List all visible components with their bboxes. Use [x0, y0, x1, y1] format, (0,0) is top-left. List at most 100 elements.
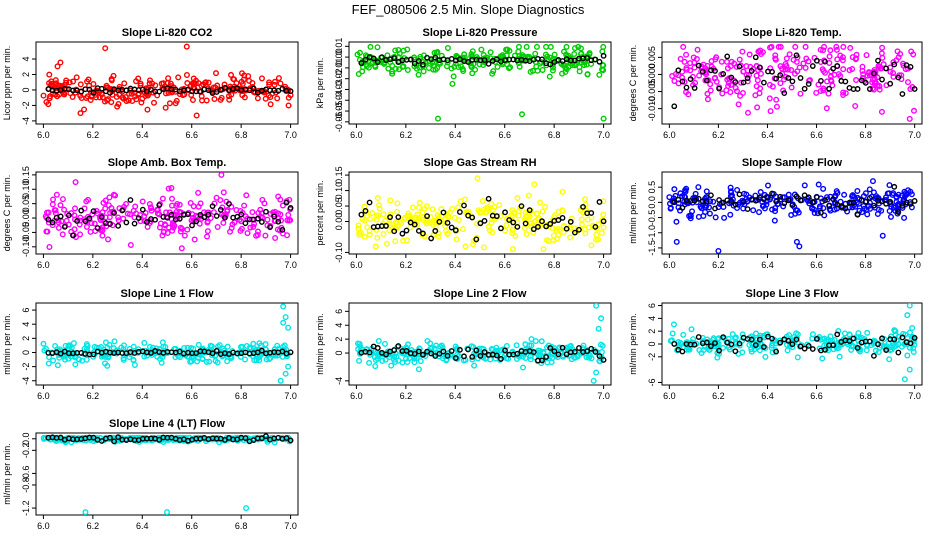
plot-frame [35, 41, 299, 125]
data-point [167, 80, 174, 87]
reference-point [818, 209, 824, 216]
data-point [436, 59, 443, 66]
reference-point [580, 203, 586, 210]
data-point [680, 331, 687, 338]
data-point [204, 219, 211, 226]
data-point [875, 82, 882, 89]
outlier-point [280, 303, 287, 310]
reference-point [708, 343, 714, 350]
data-point [687, 67, 694, 74]
reference-point [547, 221, 554, 227]
reference-point [679, 78, 686, 85]
reference-point [756, 64, 763, 71]
y-tick-label: -0.8 [21, 477, 31, 493]
data-point [487, 49, 494, 56]
data-point [203, 358, 210, 365]
data-point [409, 204, 416, 211]
y-tick-label: 0.15 [21, 166, 31, 184]
data-point [523, 231, 530, 238]
data-point [165, 75, 172, 82]
data-point [867, 205, 874, 212]
data-point [83, 356, 90, 363]
data-point [690, 54, 697, 61]
data-point [729, 331, 736, 338]
y-tick-label: -4 [21, 117, 31, 125]
data-point [372, 243, 379, 250]
x-tick-label: 6.8 [235, 260, 248, 270]
y-axis-label: ml/min per min. [2, 443, 12, 505]
data-point [444, 230, 451, 237]
reference-point [740, 198, 747, 205]
reference-point [740, 79, 747, 86]
data-point [120, 215, 127, 222]
reference-point [543, 354, 550, 360]
data-point [46, 243, 53, 250]
reference-point [899, 334, 906, 341]
panel-title: Slope Li-820 Temp. [742, 27, 841, 39]
data-point [515, 43, 522, 50]
reference-point [891, 61, 898, 68]
data-point [547, 43, 554, 50]
reference-point [887, 198, 894, 205]
reference-point [559, 344, 566, 351]
data-point [59, 231, 66, 238]
x-tick-label: 6.6 [185, 260, 198, 270]
reference-point [164, 214, 171, 221]
data-point [584, 71, 591, 78]
data-point [841, 191, 848, 198]
reference-point [728, 198, 735, 205]
reference-point [748, 68, 755, 74]
data-point [600, 62, 607, 69]
reference-point [675, 196, 682, 203]
reference-point [226, 200, 232, 207]
data-point [494, 63, 501, 70]
outlier-point [282, 314, 289, 321]
data-point [559, 188, 566, 195]
reference-point [131, 220, 138, 227]
reference-point [899, 91, 906, 97]
reference-point [813, 336, 820, 342]
data-point [169, 221, 176, 228]
y-tick-label: -0.03 [334, 79, 344, 100]
reference-point [213, 213, 220, 219]
data-point [489, 207, 496, 214]
reference-point [777, 339, 784, 346]
y-tick-label: -0.6 [21, 466, 31, 482]
panel-title: Slope Line 3 Flow [746, 288, 839, 300]
reference-point [143, 219, 150, 225]
data-point [271, 78, 278, 85]
data-point [452, 60, 459, 67]
reference-point [703, 198, 710, 205]
y-tick-label: 0.05 [334, 197, 344, 215]
y-tick-label: 2 [647, 329, 657, 334]
reference-point [907, 201, 914, 207]
reference-point [728, 341, 735, 348]
data-point [739, 349, 746, 356]
reference-point [809, 346, 816, 352]
data-point [488, 346, 495, 353]
x-tick-label: 6.6 [810, 260, 823, 270]
data-point [70, 78, 77, 85]
reference-point [115, 434, 122, 440]
data-point [203, 97, 210, 104]
reference-point [539, 56, 545, 63]
data-point [54, 63, 61, 70]
data-point [468, 51, 475, 58]
data-point [487, 356, 494, 363]
outlier-point [183, 43, 190, 50]
x-tick-label: 6.2 [87, 391, 100, 401]
data-point [583, 354, 590, 361]
outlier-point [906, 115, 913, 122]
data-point [753, 336, 760, 343]
x-tick-label: 7.0 [908, 130, 921, 140]
data-point [670, 321, 677, 328]
reference-point [826, 202, 832, 209]
outlier-point [285, 363, 292, 370]
y-tick-label: -0.02 [334, 68, 344, 89]
y-tick-label: 0 [647, 341, 657, 346]
data-point [40, 92, 47, 99]
data-point [834, 190, 841, 197]
reference-point [254, 215, 261, 222]
data-point [580, 342, 587, 349]
y-tick-label: 0 [334, 351, 344, 356]
